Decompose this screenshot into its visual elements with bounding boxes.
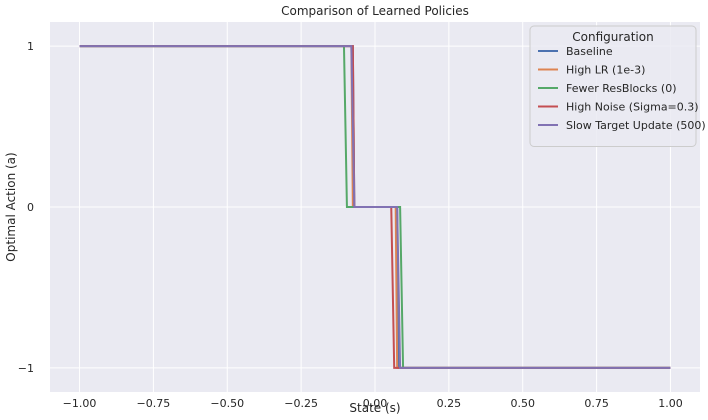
y-axis-label: Optimal Action (a) bbox=[4, 152, 18, 261]
legend-box bbox=[529, 25, 697, 147]
chart-title: Comparison of Learned Policies bbox=[281, 4, 469, 18]
x-tick-label: 0.75 bbox=[584, 397, 609, 410]
legend-label: Baseline bbox=[566, 45, 613, 58]
x-axis-label: State (s) bbox=[349, 401, 400, 415]
legend-label: Slow Target Update (500) bbox=[566, 119, 706, 132]
legend-items: Baseline High LR (1e-3) Fewer ResBlocks (0… bbox=[538, 45, 706, 132]
x-tick-label: 0.25 bbox=[437, 397, 462, 410]
y-tick-label: 0 bbox=[27, 201, 34, 214]
x-tick-label: −0.25 bbox=[284, 397, 318, 410]
x-tick-label: −1.00 bbox=[63, 397, 97, 410]
legend: Configuration Baseline High LR (1e-3) Fewe… bbox=[529, 25, 706, 147]
legend-label: High LR (1e-3) bbox=[566, 64, 645, 77]
x-tick-label: −0.50 bbox=[210, 397, 244, 410]
y-tick-label: 1 bbox=[27, 40, 34, 53]
x-axis-ticks: −1.00 −0.75 −0.50 −0.25 0.00 0.25 0.50 0.75 1.00 bbox=[63, 397, 683, 410]
legend-label: High Noise (Sigma=0.3) bbox=[566, 101, 699, 114]
y-axis-ticks: −1 0 1 bbox=[18, 40, 34, 375]
series-line-slow-target-update-500 bbox=[79, 45, 671, 369]
series-layer bbox=[79, 45, 671, 369]
x-tick-label: 0.50 bbox=[510, 397, 535, 410]
x-tick-label: −0.75 bbox=[137, 397, 171, 410]
y-tick-label: −1 bbox=[18, 362, 34, 375]
x-tick-label: 0.00 bbox=[363, 397, 388, 410]
legend-label: Fewer ResBlocks (0) bbox=[566, 82, 676, 95]
x-tick-label: 1.00 bbox=[658, 397, 683, 410]
legend-title: Configuration bbox=[572, 30, 653, 44]
